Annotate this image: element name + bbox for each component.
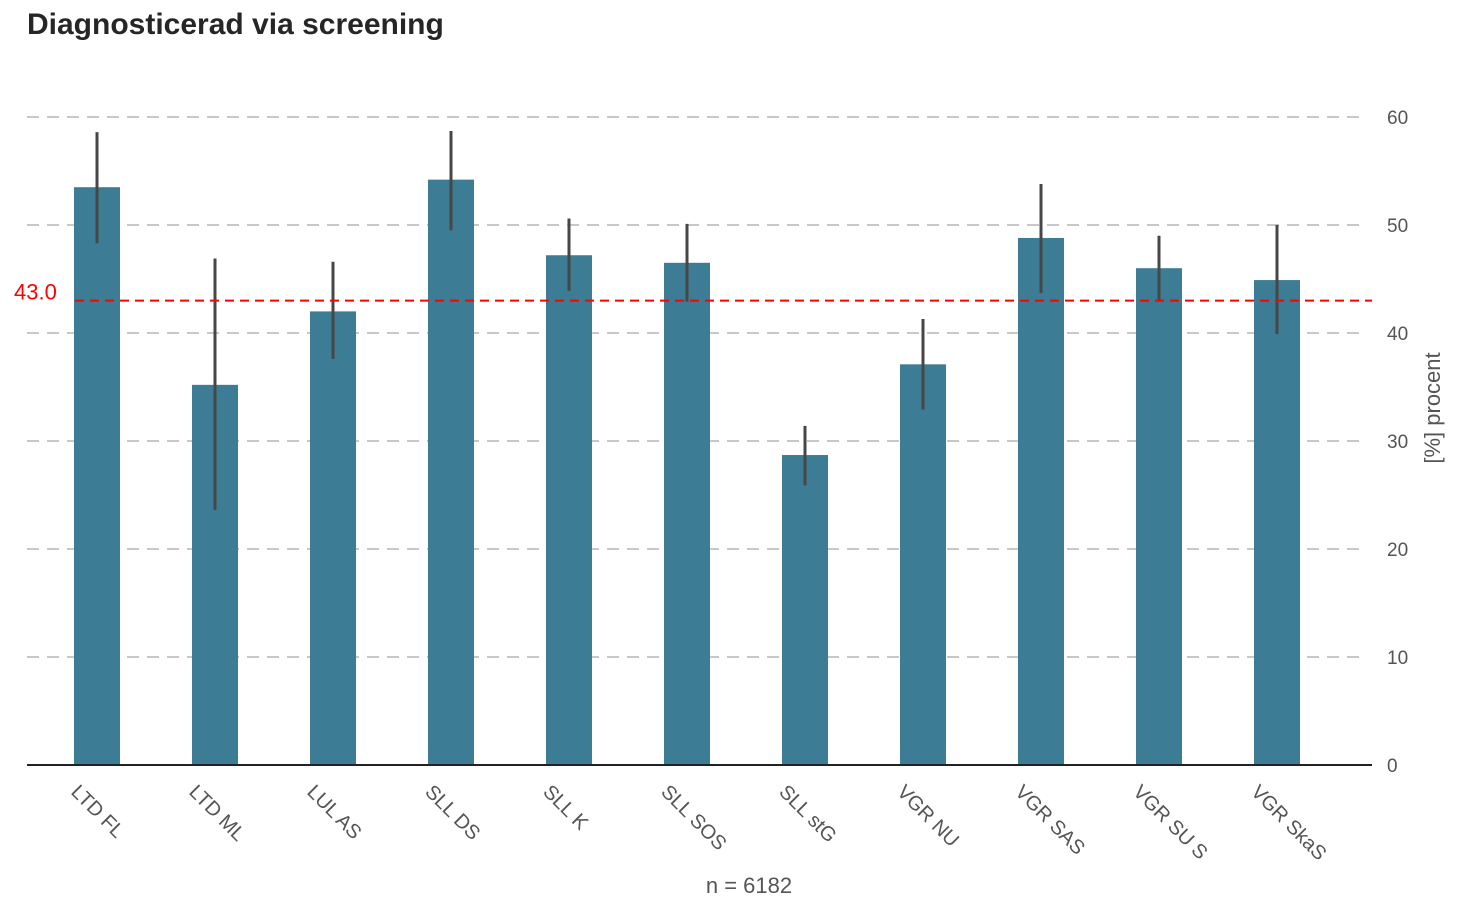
x-tick-label: LTD FL <box>66 781 128 843</box>
bar <box>1136 268 1182 765</box>
y-tick-label: 50 <box>1387 216 1408 237</box>
x-tick-label: LTD ML <box>184 781 249 846</box>
reference-line-group: 43.0 <box>14 280 1372 305</box>
bar <box>900 364 946 765</box>
bar <box>1018 237 1064 765</box>
y-tick-label: 20 <box>1387 540 1408 561</box>
y-tick-label: 30 <box>1387 432 1408 453</box>
bar <box>1254 280 1300 765</box>
chart-title: Diagnosticerad via screening <box>27 8 444 41</box>
bar <box>782 455 828 765</box>
labels: 0 10 20 30 40 50 60 LTD FL LTD ML LUL AS SLL DS SLL… <box>66 108 1445 898</box>
x-tick-label: SLL stG <box>774 781 840 847</box>
bar <box>310 311 356 765</box>
x-tick-label: LUL AS <box>302 781 365 844</box>
bar <box>428 179 474 765</box>
sample-size-note: n = 6182 <box>706 873 792 898</box>
x-tick-label: SLL SOS <box>656 781 730 855</box>
x-tick-label: VGR NU <box>892 781 963 852</box>
bar <box>74 187 120 765</box>
x-tick-label: SLL K <box>538 781 592 835</box>
y-tick-label: 40 <box>1387 324 1408 345</box>
y-axis-label: [%] procent <box>1420 352 1445 463</box>
y-tick-label: 60 <box>1387 108 1408 129</box>
reference-line-label: 43.0 <box>14 280 57 305</box>
x-tick-label: VGR SU S <box>1128 781 1211 864</box>
y-tick-label: 0 <box>1387 756 1398 777</box>
x-tick-label: SLL DS <box>420 781 484 845</box>
bar <box>664 262 710 765</box>
bar <box>546 255 592 766</box>
x-tick-label: VGR SkaS <box>1246 781 1330 865</box>
y-tick-label: 10 <box>1387 648 1408 669</box>
x-tick-label: VGR SAS <box>1010 781 1088 859</box>
